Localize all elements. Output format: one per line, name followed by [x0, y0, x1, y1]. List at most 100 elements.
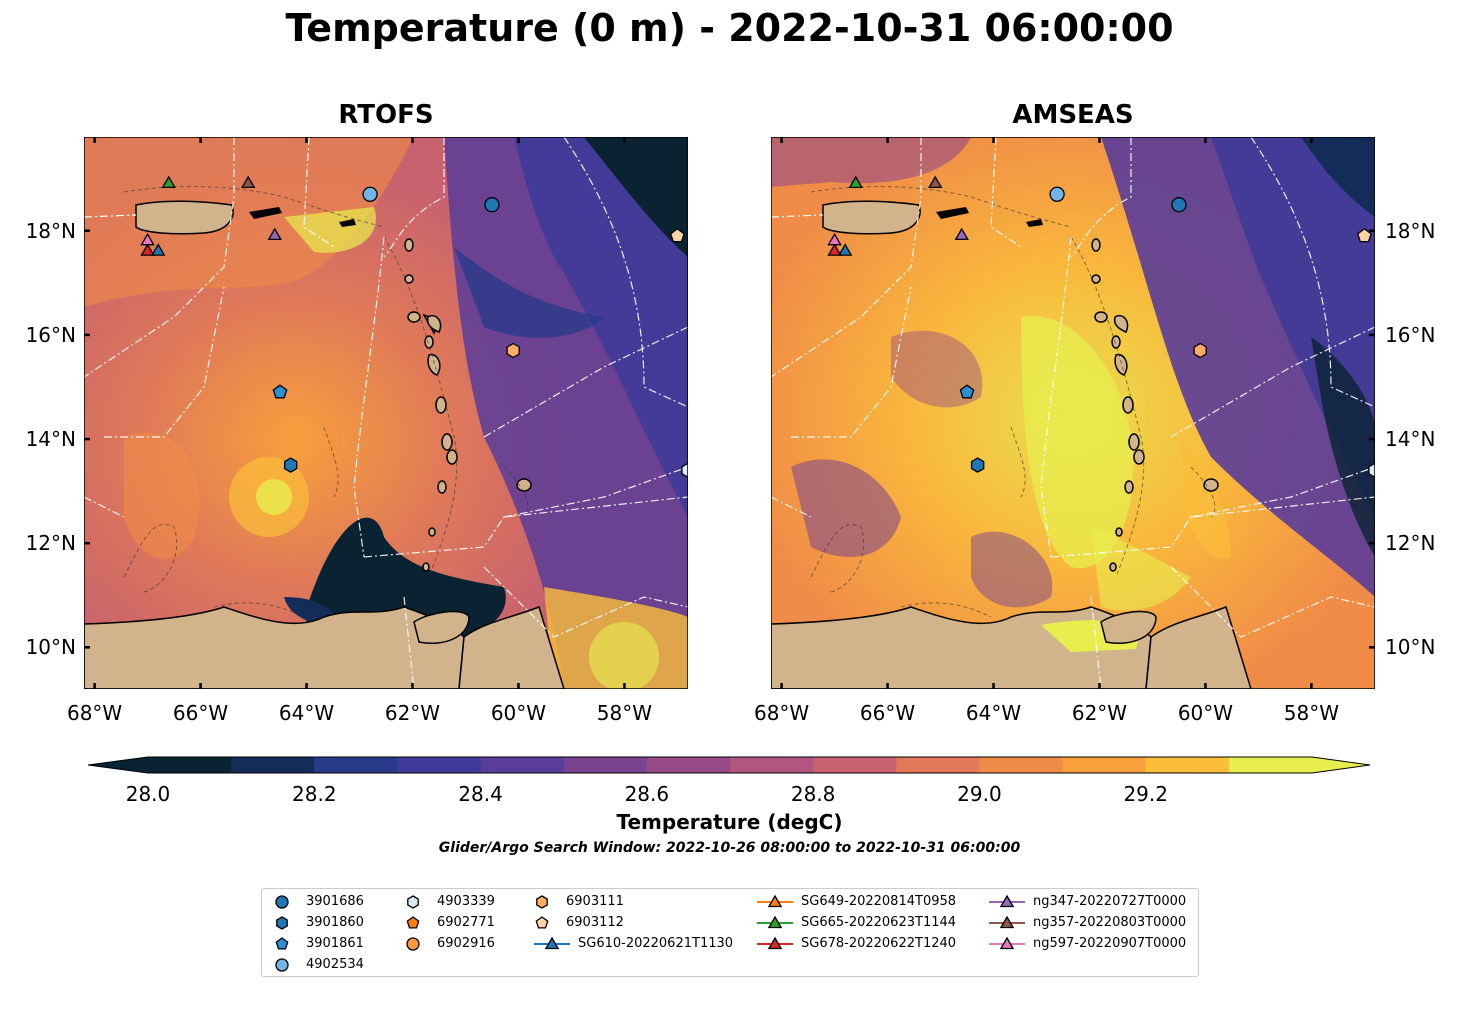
legend: 3901686 3901860 3901861 4902534 4903339 69027… — [261, 888, 1199, 977]
colorbar-segment — [979, 757, 1064, 773]
legend-marker-icon — [534, 936, 570, 950]
legend-label: SG649-20220814T0958 — [801, 894, 957, 909]
lat-tick-label: 14°N — [1385, 427, 1436, 452]
panel-title-rtofs: RTOFS — [338, 100, 434, 130]
platform-marker-3901861[interactable] — [272, 384, 288, 399]
map-amseas[interactable] — [771, 137, 1375, 689]
colorbar-segment — [563, 757, 648, 773]
legend-label: 6903111 — [566, 894, 624, 909]
legend-marker-icon — [989, 936, 1025, 950]
legend-label: SG610-20220621T1130 — [578, 936, 734, 951]
lat-tick-label: 16°N — [1385, 322, 1436, 347]
lat-tick-label: 10°N — [1385, 635, 1436, 660]
colorbar-segment — [1228, 757, 1313, 773]
lat-tick-label: 18°N — [1385, 218, 1436, 243]
legend-marker-icon — [275, 937, 289, 950]
legend-marker-icon — [275, 895, 289, 909]
platform-marker-4902534[interactable] — [362, 186, 378, 202]
search-window-text: Glider/Argo Search Window: 2022-10-26 08… — [438, 840, 1021, 856]
platform-marker-6903112[interactable] — [669, 228, 685, 243]
platform-marker-sg678-20220622t1240[interactable] — [140, 243, 155, 256]
legend-marker-icon — [275, 958, 289, 972]
colorbar-tick-label: 28.8 — [790, 782, 836, 806]
legend-marker-icon — [536, 895, 548, 909]
platform-marker-ng597-20220907t0000[interactable] — [827, 232, 842, 246]
platform-marker-3901686[interactable] — [1171, 197, 1187, 213]
colorbar-tick-label: 29.0 — [957, 782, 1002, 806]
colorbar-title: Temperature (degC) — [616, 810, 843, 834]
platform-marker-6903111[interactable] — [506, 342, 520, 359]
platform-marker-sg678-20220622t1240[interactable] — [827, 243, 842, 256]
lon-tick-label: 68°W — [66, 701, 123, 725]
colorbar-tick-label: 28.2 — [292, 782, 337, 806]
lat-tick-label: 10°N — [25, 635, 76, 660]
lat-tick-label: 12°N — [1385, 531, 1436, 556]
colorbar-extend-high — [1312, 757, 1370, 773]
colorbar-segment — [646, 757, 731, 773]
platform-marker-ng597-20220907t0000[interactable] — [140, 232, 155, 246]
legend-label: 6903112 — [566, 915, 624, 930]
platform-marker-sg665-20220623t1144[interactable] — [848, 175, 863, 189]
platform-marker-6903111[interactable] — [1193, 342, 1207, 359]
lon-tick-label: 64°W — [965, 701, 1022, 725]
colorbar-segment — [896, 757, 980, 773]
colorbar-segment — [730, 757, 814, 773]
legend-marker-icon — [276, 916, 288, 930]
lon-tick-label: 62°W — [384, 701, 441, 725]
lon-tick-label: 60°W — [490, 701, 547, 725]
platform-marker-3901860[interactable] — [970, 457, 985, 473]
platform-marker-sg610-20220621t1130[interactable] — [837, 243, 853, 256]
lon-tick-label: 60°W — [1177, 701, 1234, 725]
lon-tick-label: 58°W — [1283, 701, 1340, 725]
colorbar-segment — [1062, 757, 1147, 773]
colorbar-segment — [813, 757, 897, 773]
legend-marker-icon — [757, 915, 793, 929]
lon-tick-label: 64°W — [278, 701, 335, 725]
colorbar-tick-label: 28.6 — [624, 782, 670, 806]
platform-marker-ng347-20220727t0000[interactable] — [954, 227, 969, 241]
platform-marker-sg610-20220621t1130[interactable] — [150, 243, 166, 256]
platform-marker-ng357-20220803t0000[interactable] — [928, 175, 943, 189]
platform-marker-6903112[interactable] — [1356, 228, 1372, 243]
colorbar-segment — [231, 757, 315, 773]
legend-label: 3901686 — [306, 894, 364, 909]
platform-marker-4903339[interactable] — [1368, 462, 1375, 479]
legend-marker-icon — [989, 894, 1025, 908]
legend-label: 3901861 — [306, 936, 364, 951]
lat-tick-label: 12°N — [25, 531, 76, 556]
legend-label: 3901860 — [306, 915, 364, 930]
legend-label: SG665-20220623T1144 — [801, 915, 957, 930]
figure-title: Temperature (0 m) - 2022-10-31 06:00:00 — [285, 6, 1174, 50]
lat-tick-label: 14°N — [25, 427, 76, 452]
colorbar-tick-label: 28.0 — [125, 782, 171, 806]
legend-label: ng597-20220907T0000 — [1033, 936, 1187, 951]
lat-tick-label: 16°N — [25, 322, 76, 347]
legend-label: ng357-20220803T0000 — [1033, 915, 1187, 930]
colorbar-extend-low — [88, 757, 148, 773]
platform-marker-3901686[interactable] — [484, 197, 500, 213]
lon-tick-label: 66°W — [172, 701, 229, 725]
legend-marker-icon — [989, 915, 1025, 929]
legend-marker-icon — [535, 916, 549, 929]
legend-label: 4902534 — [306, 957, 364, 972]
legend-label: 6902916 — [437, 936, 495, 951]
platform-marker-4903339[interactable] — [681, 462, 688, 479]
platform-marker-4902534[interactable] — [1049, 186, 1065, 202]
platform-marker-ng357-20220803t0000[interactable] — [241, 175, 256, 189]
legend-label: ng347-20220727T0000 — [1033, 894, 1187, 909]
legend-label: 4903339 — [437, 894, 495, 909]
lon-tick-label: 58°W — [596, 701, 653, 725]
map-rtofs[interactable] — [84, 137, 688, 689]
platform-marker-ng347-20220727t0000[interactable] — [267, 227, 282, 241]
legend-marker-icon — [406, 937, 420, 951]
platform-marker-3901860[interactable] — [283, 457, 298, 473]
platform-marker-3901861[interactable] — [959, 384, 975, 399]
lon-tick-label: 68°W — [753, 701, 810, 725]
lon-tick-label: 62°W — [1071, 701, 1128, 725]
lat-tick-label: 18°N — [25, 218, 76, 243]
legend-label: SG678-20220622T1240 — [801, 936, 957, 951]
colorbar-segment — [148, 757, 232, 773]
legend-marker-icon — [407, 895, 419, 909]
platform-marker-sg665-20220623t1144[interactable] — [161, 175, 176, 189]
legend-marker-icon — [757, 894, 793, 908]
